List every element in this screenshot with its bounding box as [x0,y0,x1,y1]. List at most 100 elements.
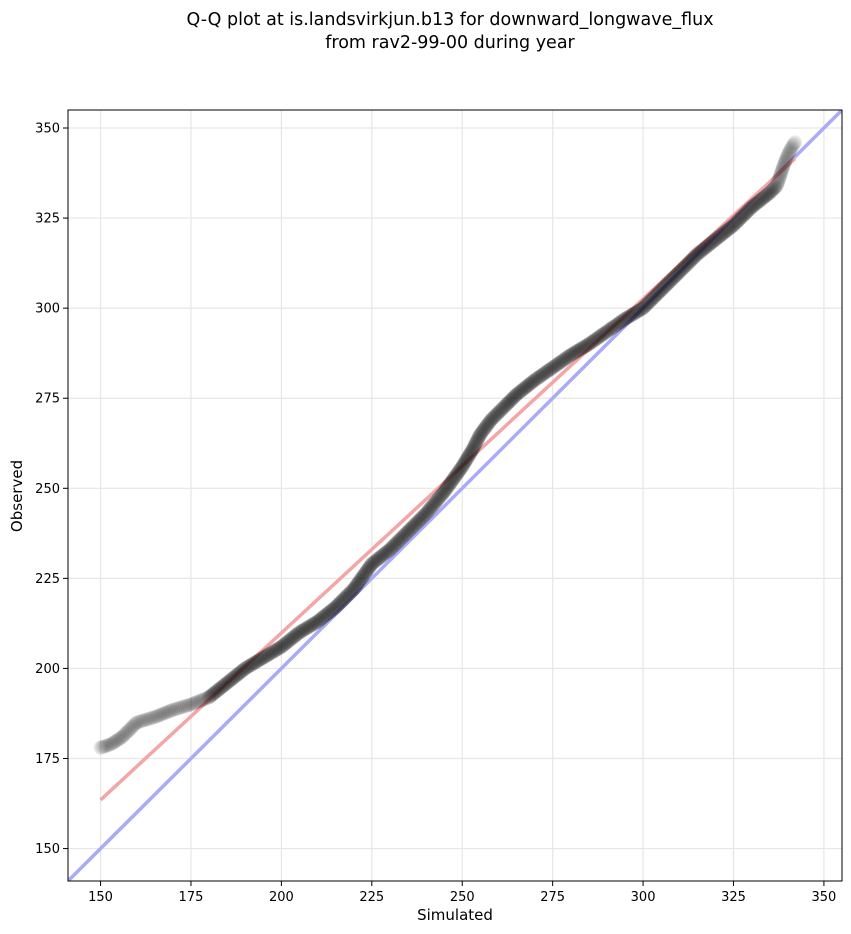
quantile-point [686,251,701,266]
quantile-point [145,710,160,725]
quantile-point [458,454,473,469]
quantile-point [717,225,732,240]
quantile-point [369,553,384,568]
quantile-point [243,658,258,673]
quantile-point [382,542,397,557]
quantile-point [560,350,575,365]
quantile-point [218,677,233,692]
quantile-point [756,190,771,205]
quantile-point [347,580,362,595]
quantile-point [153,707,168,722]
quantile-point [409,516,424,531]
quantile-point [527,373,542,388]
quantile-point [280,635,295,650]
quantile-point [370,552,385,567]
quantile-point [711,230,726,245]
quantile-point [141,711,156,726]
quantile-point [450,465,465,480]
quantile-point [209,684,224,699]
quantile-point [467,438,482,453]
quantile-point [410,514,425,529]
quantile-point [328,600,343,615]
x-tick-label: 200 [269,890,294,905]
quantile-point [484,412,499,427]
quantile-point [464,444,479,459]
quantile-point [514,384,529,399]
quantile-point [373,549,388,564]
quantile-point [497,399,512,414]
quantile-point [508,388,523,403]
quantile-point [151,708,166,723]
quantile-point [505,391,520,406]
quantile-point [253,652,268,667]
quantile-point [494,402,509,417]
quantile-point [435,486,450,501]
quantile-point [459,453,474,468]
quantile-point [115,729,130,744]
quantile-point [398,527,413,542]
quantile-point [471,430,486,445]
quantile-point [462,448,477,463]
quantile-point [355,569,370,584]
quantile-point [552,356,567,371]
quantile-point [214,680,229,695]
quantile-point [720,223,735,238]
quantile-point [342,586,357,601]
quantile-point [509,387,524,402]
quantile-point [350,577,365,592]
quantile-point [517,381,532,396]
quantile-point [721,221,736,236]
quantile-point [137,713,152,728]
quantile-point [366,555,381,570]
quantile-point [434,487,449,502]
quantile-point [389,535,404,550]
quantile-point [100,738,115,753]
y-tick-label: 300 [35,302,60,317]
quantile-point [233,665,248,680]
quantile-point [641,295,656,310]
quantile-point [774,164,789,179]
quantile-point [696,242,711,257]
quantile-point [412,513,427,528]
quantile-point [224,672,239,687]
quantile-point [211,683,226,698]
quantile-point [405,520,420,535]
quantile-point [422,501,437,516]
quantile-point [752,194,767,209]
quantile-point [539,365,554,380]
quantile-point [771,175,786,190]
quantile-point [786,137,801,152]
quantile-point [482,414,497,429]
quantile-point [613,315,628,330]
quantile-point [571,343,586,358]
quantile-point [387,538,402,553]
quantile-point [407,517,422,532]
quantile-point [278,636,293,651]
quantile-point [709,231,724,246]
quantile-point [469,434,484,449]
quantile-point [447,470,462,485]
quantile-point [779,151,794,166]
quantile-point [461,449,476,464]
quantile-point [638,298,653,313]
quantile-point [651,285,666,300]
quantile-point [131,714,146,729]
quantile-point [440,480,455,495]
quantile-point [775,160,790,175]
quantile-point [534,368,549,383]
quantile-point [772,169,787,184]
quantile-point [476,422,491,437]
x-tick-label: 150 [88,890,113,905]
quantile-point [202,690,217,705]
quantile-point [659,277,674,292]
quantile-point [345,583,360,598]
quantile-point [259,648,274,663]
quantile-point [348,579,363,594]
quantile-point [221,674,236,689]
quantile-point [376,547,391,562]
quantile-point [110,732,125,747]
quantile-point [417,507,432,522]
quantile-point [535,367,550,382]
quantile-point [510,386,525,401]
quantile-point [684,252,699,267]
